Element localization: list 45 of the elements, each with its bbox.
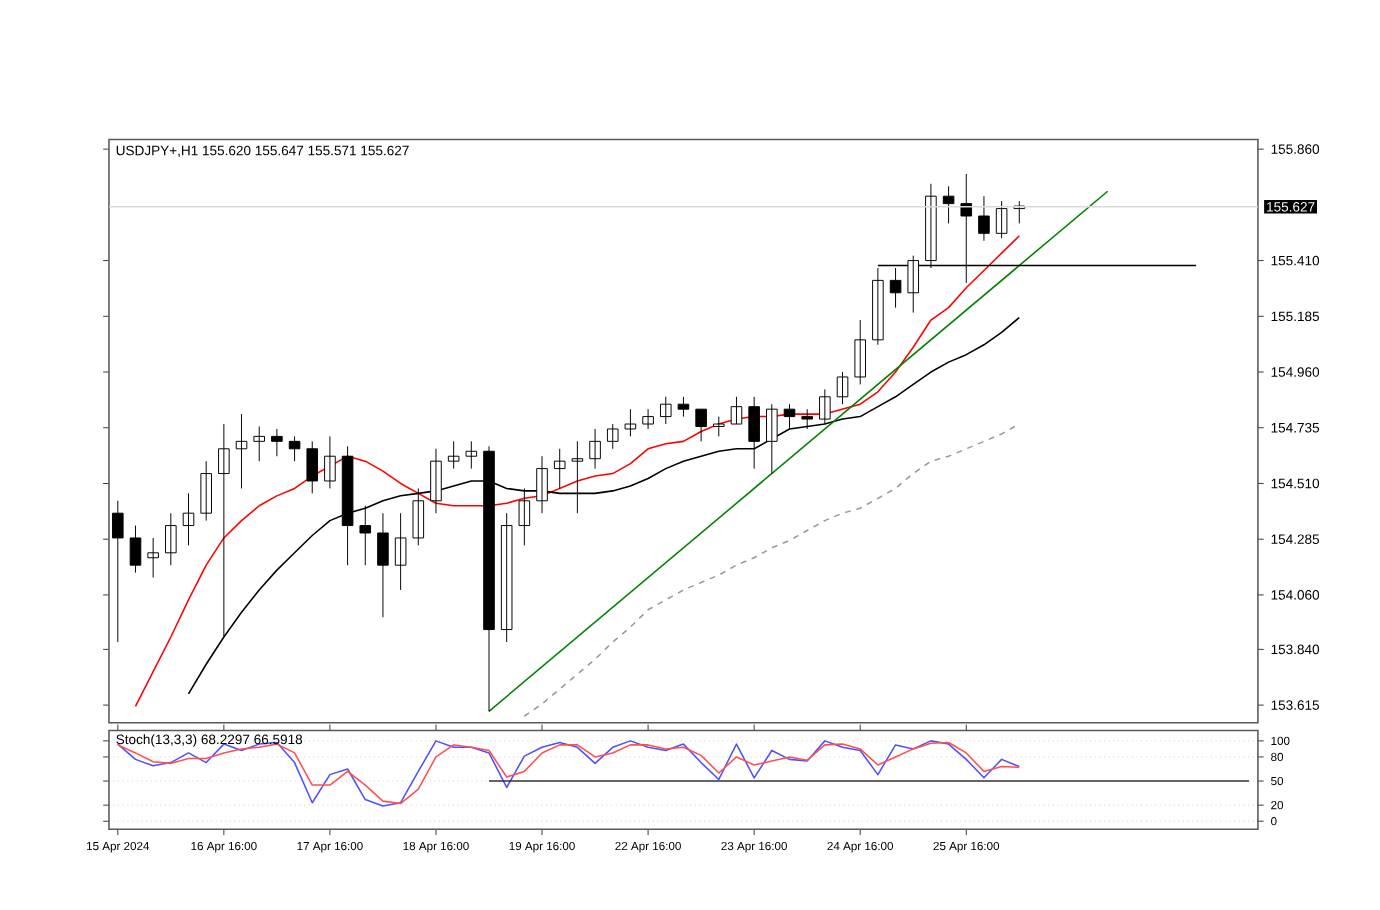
- candlestick: [447, 440, 460, 469]
- candlestick: [695, 408, 707, 442]
- candlestick: [571, 440, 584, 514]
- candlestick: [553, 447, 566, 489]
- candlestick: [129, 524, 142, 573]
- candlestick: [306, 440, 319, 494]
- candlestick: [394, 512, 407, 591]
- candlestick: [324, 435, 336, 489]
- candlestick: [730, 395, 743, 425]
- candlestick: [606, 423, 619, 449]
- candlestick: [377, 512, 389, 618]
- candlestick: [165, 512, 177, 566]
- candlestick: [112, 499, 124, 643]
- candlestick: [659, 395, 672, 425]
- candlestick: [713, 415, 725, 437]
- candlestick: [253, 425, 265, 462]
- candlestick: [836, 371, 849, 405]
- candlestick: [465, 440, 478, 469]
- candlestick: [200, 460, 212, 521]
- candlestick: [783, 403, 796, 430]
- candlestick: [748, 395, 760, 469]
- candlestick: [271, 428, 283, 457]
- candlestick: [766, 403, 778, 474]
- candlestick: [235, 413, 248, 489]
- candlestick: [942, 185, 955, 224]
- candlestick: [147, 537, 159, 578]
- candlestick: [819, 388, 831, 425]
- candlestick: [412, 487, 425, 546]
- candlestick: [288, 435, 301, 462]
- candlestick: [801, 408, 813, 430]
- candlestick: [500, 512, 513, 643]
- candlestick: [182, 492, 195, 546]
- candlestick: [359, 504, 372, 566]
- candlestick: [218, 423, 230, 638]
- candlestick: [854, 319, 866, 385]
- candlestick: [341, 445, 354, 566]
- candlestick: [995, 200, 1008, 239]
- candlestick: [978, 195, 990, 241]
- candlestick: [430, 447, 442, 514]
- candlestick: [536, 455, 548, 514]
- candlestick: [624, 408, 637, 437]
- candlestick: [642, 408, 654, 430]
- candlestick: [518, 487, 531, 546]
- candlestick: [677, 395, 690, 417]
- candlestick: [589, 428, 601, 469]
